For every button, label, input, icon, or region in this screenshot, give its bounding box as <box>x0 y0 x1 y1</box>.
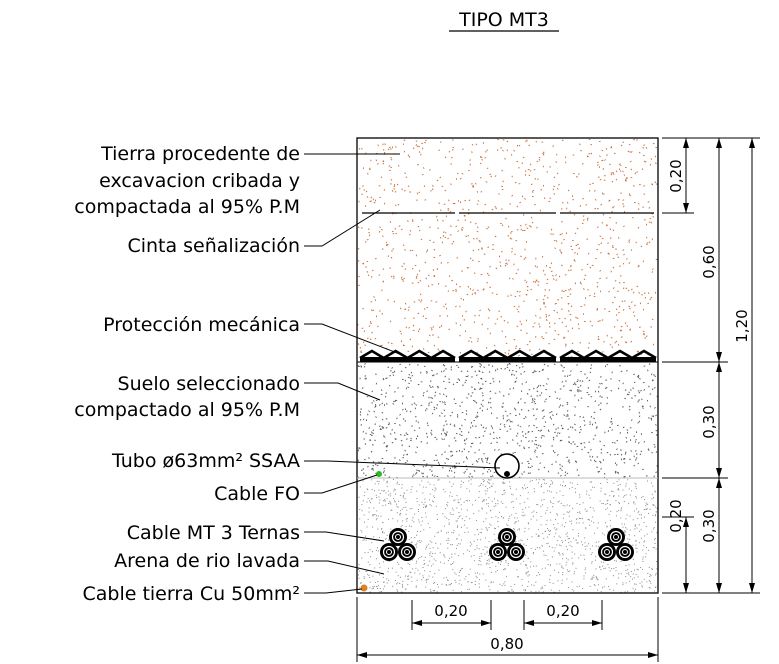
leader-cinta <box>304 209 381 247</box>
dim-020-left: 0,20 <box>434 602 467 620</box>
dim-arrows-h <box>357 620 658 658</box>
label-arena: Arena de rio lavada <box>114 550 300 572</box>
dim-030-bot: 0,30 <box>700 509 718 542</box>
label-fo: Cable FO <box>214 483 300 505</box>
label-tierra-line1: Tierra procedente de <box>100 143 300 165</box>
vertical-dimensions <box>662 137 760 594</box>
conduit-inner-cable <box>504 471 510 477</box>
leader-fo <box>304 474 378 494</box>
mt-cable-trefoils <box>380 528 634 561</box>
title: TIPO MT3 <box>458 9 549 31</box>
dim-020-top: 0,20 <box>667 159 685 192</box>
label-tierra-line3: compactada al 95% P.M <box>74 196 300 218</box>
label-suelo-line1: Suelo seleccionado <box>118 373 300 395</box>
mechanical-protection <box>359 349 657 362</box>
dim-arrows-v <box>683 138 755 593</box>
conduit-tube <box>494 453 520 479</box>
dim-080: 0,80 <box>490 635 523 653</box>
leader-tierra-cu <box>304 588 363 594</box>
dim-030-mid: 0,30 <box>700 405 718 438</box>
label-proteccion: Protección mecánica <box>103 314 300 336</box>
layer-excavated-soil <box>356 138 658 363</box>
leader-proteccion <box>304 323 406 357</box>
horizontal-dimensions <box>356 597 659 662</box>
label-tierra-line2: excavacion cribada y <box>99 170 300 192</box>
dim-020-right: 0,20 <box>546 602 579 620</box>
leader-lines <box>304 153 501 594</box>
leader-suelo <box>304 382 381 401</box>
label-tubo: Tubo ø63mm² SSAA <box>111 450 300 472</box>
dim-120: 1,20 <box>733 309 751 342</box>
label-tierra-cu: Cable tierra Cu 50mm² <box>82 583 300 605</box>
label-suelo-line2: compactado al 95% P.M <box>74 399 300 421</box>
fo-cable <box>376 471 382 477</box>
leader-tubo <box>304 460 501 469</box>
label-mt: Cable MT 3 Ternas <box>127 522 300 544</box>
leader-mt <box>304 531 385 542</box>
leader-arena <box>304 560 385 575</box>
dim-060: 0,60 <box>700 245 718 278</box>
label-cinta: Cinta señalización <box>127 235 300 257</box>
cu-earth-cable <box>360 584 368 592</box>
label-tierra: Tierra procedente de excavacion cribada … <box>74 143 300 218</box>
trench-outline <box>356 137 659 594</box>
layer-river-sand <box>358 479 658 593</box>
dim-020-bot: 0,20 <box>667 499 685 532</box>
